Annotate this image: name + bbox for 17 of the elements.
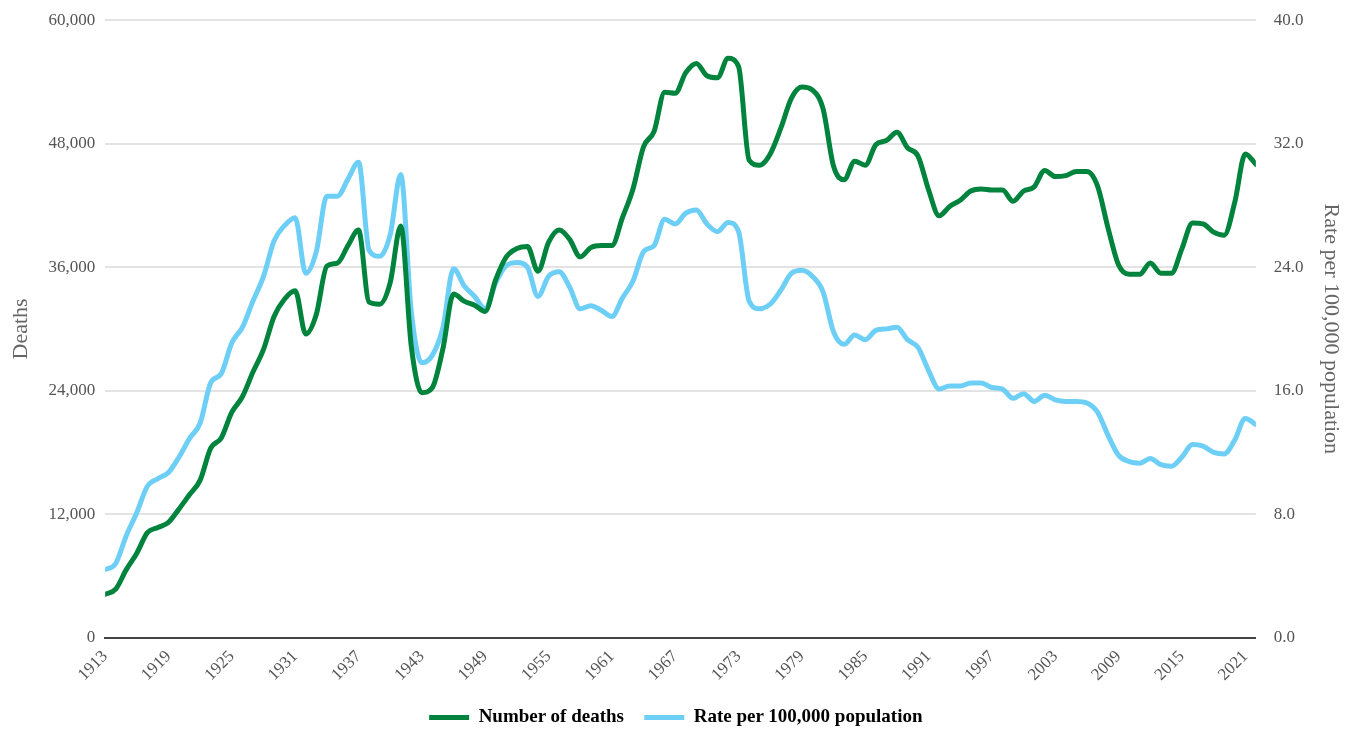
y2-tick-label: 32.0 [1273,133,1304,153]
legend-label: Rate per 100,000 population [693,705,923,727]
y2-axis-title: Rate per 100,000 population [1320,203,1346,455]
y-tick-label: 0 [86,627,96,646]
y2-tick-label: 16.0 [1273,380,1304,400]
y-tick-label: 12,000 [48,503,96,523]
y-tick-label: 36,000 [48,256,96,276]
legend-label: Number of deaths [478,705,624,727]
y-tick-label: 24,000 [48,380,96,400]
y2-tick-label: 0.0 [1273,627,1296,646]
y-axis-title: Deaths [6,298,32,360]
y-tick-label: 60,000 [48,9,96,29]
y-tick-label: 48,000 [48,133,96,153]
y2-tick-label: 24.0 [1273,256,1304,276]
x-tick-label: 1931 [263,646,302,684]
y2-tick-label: 8.0 [1273,503,1296,523]
y2-tick-label: 40.0 [1273,9,1304,29]
